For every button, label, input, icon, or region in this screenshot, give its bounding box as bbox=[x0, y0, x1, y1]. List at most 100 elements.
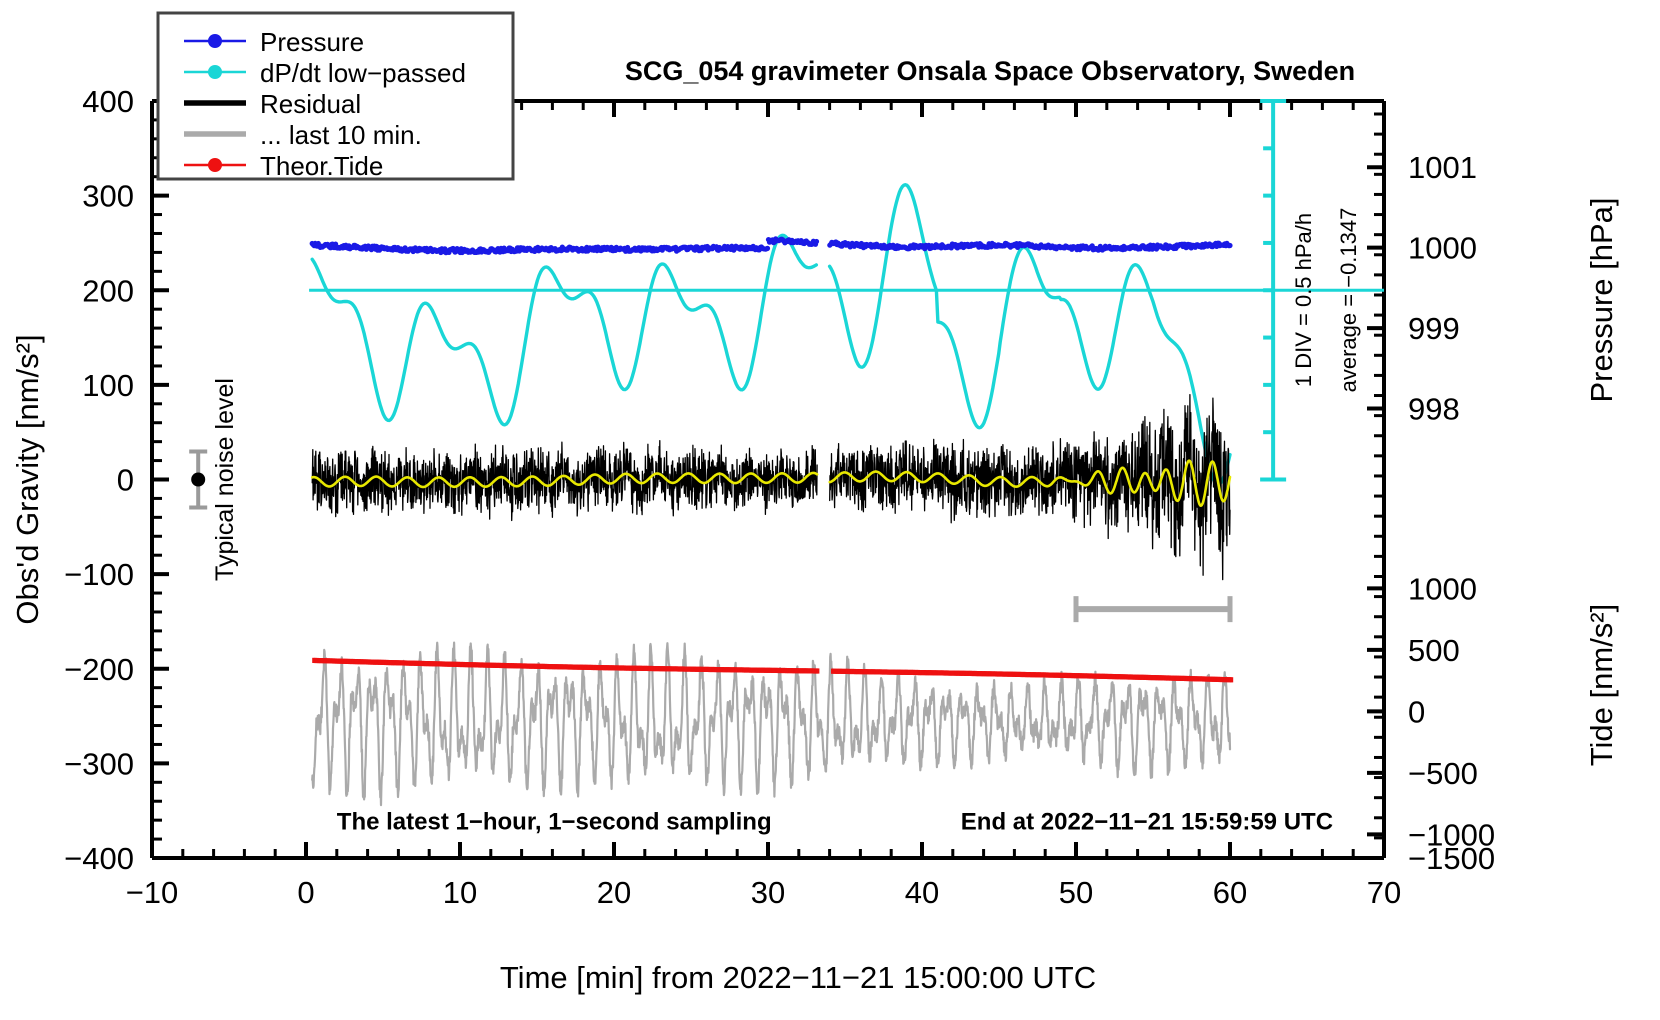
tide-point bbox=[1152, 675, 1156, 681]
tide-point bbox=[635, 665, 639, 671]
tide-point bbox=[970, 670, 974, 677]
y-tick-label: 400 bbox=[82, 84, 134, 119]
tide-point bbox=[443, 661, 447, 667]
tide-point bbox=[358, 659, 362, 665]
tide-point bbox=[1051, 672, 1055, 678]
tide-point bbox=[436, 661, 441, 667]
tide-point bbox=[929, 670, 933, 676]
tide-point bbox=[353, 659, 357, 665]
tide-point bbox=[491, 662, 495, 668]
tide-point bbox=[1223, 677, 1227, 683]
x-tick-label: 60 bbox=[1213, 875, 1247, 910]
tide-point bbox=[533, 663, 537, 669]
tide-point bbox=[1005, 671, 1009, 677]
tide-point bbox=[773, 667, 777, 673]
tide-point bbox=[878, 669, 882, 675]
typical-noise-level-label: Typical noise level bbox=[211, 378, 239, 581]
legend-item[interactable]: Theor.Tide bbox=[184, 151, 383, 181]
tide-point bbox=[652, 666, 656, 672]
x-tick-label: 70 bbox=[1367, 875, 1401, 910]
tide-point bbox=[1052, 672, 1056, 678]
tide-point bbox=[816, 668, 820, 674]
legend-item[interactable]: Pressure bbox=[184, 27, 364, 57]
tide-point bbox=[750, 667, 754, 673]
tide-point bbox=[655, 666, 659, 672]
tide-point bbox=[921, 670, 925, 676]
tide-point bbox=[872, 669, 876, 675]
tide-point bbox=[965, 670, 969, 676]
legend-label: Theor.Tide bbox=[260, 151, 383, 181]
y-tick-label: −300 bbox=[64, 746, 134, 781]
tide-point bbox=[640, 665, 644, 671]
tide-point bbox=[612, 665, 616, 671]
tide-point bbox=[982, 671, 986, 677]
tide-point bbox=[471, 662, 475, 668]
tide-point bbox=[1141, 674, 1145, 680]
legend-item[interactable]: dP/dt low−passed bbox=[184, 58, 466, 88]
tide-point bbox=[1215, 676, 1219, 682]
tide-point bbox=[722, 667, 726, 673]
legend-item[interactable]: ... last 10 min. bbox=[184, 120, 422, 150]
tide-point bbox=[863, 669, 867, 675]
tide-point bbox=[392, 660, 396, 666]
tide-point bbox=[960, 670, 964, 676]
tide-point bbox=[1121, 674, 1125, 680]
tide-point bbox=[926, 670, 930, 676]
tide-point bbox=[1016, 671, 1020, 677]
tide-point bbox=[739, 667, 743, 673]
tide-point bbox=[624, 665, 628, 671]
tide-point bbox=[400, 660, 404, 666]
tide-point bbox=[1187, 676, 1191, 682]
tide-point bbox=[629, 665, 633, 671]
tide-point bbox=[855, 669, 859, 675]
tide-point bbox=[1085, 673, 1089, 679]
tide-point bbox=[799, 668, 803, 674]
residual-smoothed-series bbox=[310, 459, 1232, 507]
tide-point bbox=[1082, 673, 1086, 679]
tide-point bbox=[519, 663, 523, 669]
tide-point bbox=[886, 669, 890, 675]
tide-point bbox=[565, 664, 569, 670]
tide-point bbox=[898, 669, 902, 675]
tide-point bbox=[397, 660, 401, 666]
tide-point bbox=[988, 671, 992, 677]
tide-point bbox=[573, 664, 577, 670]
x-axis-title: Time [min] from 2022−11−21 15:00:00 UTC bbox=[500, 960, 1096, 995]
tide-point bbox=[666, 666, 670, 672]
tide-point bbox=[698, 666, 702, 672]
x-tick-label: 40 bbox=[905, 875, 939, 910]
tide-point bbox=[502, 662, 506, 669]
tide-point bbox=[569, 664, 574, 670]
tide-point bbox=[658, 666, 662, 672]
tide-point bbox=[560, 664, 564, 670]
tide-tick-label: 0 bbox=[1408, 694, 1425, 729]
legend-item[interactable]: Residual bbox=[184, 89, 361, 119]
tide-point bbox=[691, 666, 695, 672]
tide-point bbox=[643, 665, 647, 671]
tide-point bbox=[913, 669, 917, 676]
footer-right-label: End at 2022−11−21 15:59:59 UTC bbox=[961, 809, 1333, 836]
tide-point bbox=[482, 662, 487, 668]
tide-point bbox=[1195, 676, 1199, 682]
y-tick-label: 100 bbox=[82, 368, 134, 403]
tide-point bbox=[996, 671, 1000, 677]
tide-point bbox=[675, 666, 679, 672]
tide-point bbox=[589, 664, 593, 670]
tide-point bbox=[366, 659, 370, 665]
legend-label: Pressure bbox=[260, 27, 364, 57]
tide-point bbox=[957, 670, 961, 676]
tide-point bbox=[937, 670, 941, 676]
tide-point bbox=[455, 661, 459, 667]
tide-point bbox=[762, 667, 766, 673]
tide-point bbox=[432, 661, 436, 667]
tide-point bbox=[596, 665, 600, 671]
tide-point bbox=[606, 665, 610, 671]
tide-point bbox=[507, 663, 511, 669]
tide-point bbox=[1067, 672, 1071, 679]
tide-point bbox=[474, 662, 478, 668]
tide-point bbox=[742, 667, 746, 673]
tide-point bbox=[1136, 674, 1140, 680]
noise-marker-dot bbox=[191, 472, 206, 487]
tide-point bbox=[1124, 674, 1129, 680]
tide-point bbox=[1054, 672, 1058, 678]
